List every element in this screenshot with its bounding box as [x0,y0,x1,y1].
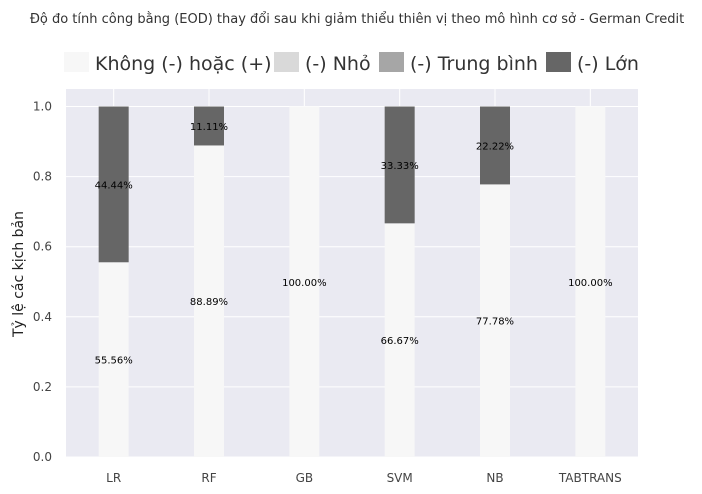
x-tick-label: SVM [387,471,413,485]
legend-swatch [379,52,404,72]
bar-segment [575,106,606,458]
data-label: 44.44% [95,180,133,191]
bar-segment [98,106,129,263]
legend-label: (-) Trung bình [410,53,538,75]
bar-segment [289,106,320,458]
x-tick-label: TABTRANS [558,471,622,485]
data-labels: 55.56% 44.44% 88.89% 11.11% 100.00% 66.67% 33.… [95,122,613,367]
bar-segment [480,106,510,185]
legend-swatch [546,52,571,72]
legend-label: (-) Lớn [577,53,639,75]
data-label: 100.00% [282,278,327,289]
legend-label: (-) Nhỏ [305,53,371,75]
y-tick-label: 0.8 [33,170,52,184]
y-tick-label: 0.4 [33,310,52,324]
x-axis: LR RF GB SVM NB TABTRANS [106,471,622,485]
x-tick-label: RF [201,471,216,485]
y-tick-label: 0.6 [33,240,52,254]
y-tick-label: 1.0 [33,100,52,114]
x-tick-label: LR [106,471,121,485]
plot-area [66,89,638,457]
data-label: 88.89% [190,297,228,308]
bar-segment [384,223,415,457]
bar-segment [480,184,510,458]
chart-title: Độ đo tính công bằng (EOD) thay đổi sau … [30,12,684,27]
x-tick-label: NB [486,471,503,485]
y-axis: 0.0 0.2 0.4 0.6 0.8 1.0 [33,100,52,464]
x-tick-label: GB [296,471,314,485]
data-label: 66.67% [381,336,419,347]
bar-segment [384,106,415,224]
bars [98,106,606,458]
bar-segment [98,262,129,457]
y-tick-label: 0.2 [33,380,52,394]
data-label: 55.56% [95,356,133,367]
y-tick-label: 0.0 [33,450,52,464]
bar-segment [194,106,224,146]
legend-swatch [64,52,89,72]
data-label: 11.11% [190,122,228,133]
data-label: 33.33% [381,161,419,172]
legend-label: Không (-) hoặc (+) [95,53,272,75]
data-label: 100.00% [568,278,613,289]
legend-swatch [274,52,299,72]
bar-segment [194,145,224,457]
y-axis-label: Tỷ lệ các kịch bản [11,211,27,338]
data-label: 77.78% [476,317,514,328]
data-label: 22.22% [476,141,514,152]
legend: Không (-) hoặc (+) (-) Nhỏ (-) Trung bình (… [64,52,639,75]
